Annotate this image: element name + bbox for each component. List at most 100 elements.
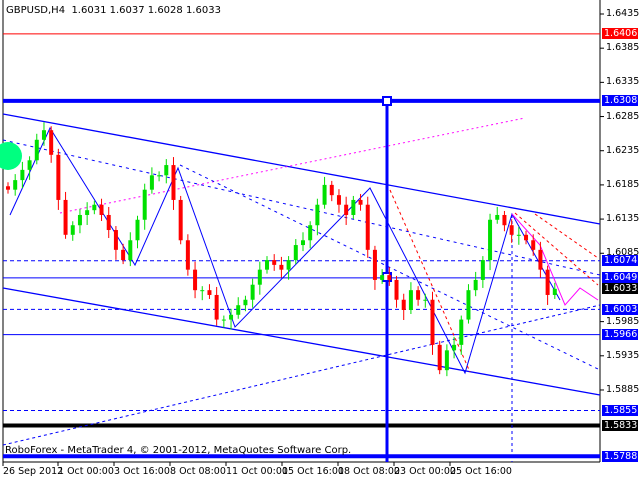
symbol-label: GBPUSD,H4 bbox=[6, 5, 66, 16]
price-tick-label: 1.6235 bbox=[606, 144, 640, 156]
level-price-label: 1.5833 bbox=[602, 420, 638, 432]
candle-body bbox=[229, 314, 234, 320]
level-price-label: 1.6074 bbox=[602, 255, 638, 267]
candle-body bbox=[142, 189, 147, 220]
candle-body bbox=[344, 204, 349, 215]
level-price-label: 1.5788 bbox=[602, 450, 638, 462]
candle-body bbox=[135, 219, 140, 241]
green-marker bbox=[0, 142, 22, 170]
candle-body bbox=[193, 269, 198, 291]
candle-body bbox=[77, 214, 82, 226]
price-tick-label: 1.5885 bbox=[606, 383, 640, 395]
price-tick-label: 1.5935 bbox=[606, 349, 640, 361]
channel-lower-line bbox=[2, 287, 601, 396]
forecast-zigzag-line bbox=[511, 213, 599, 306]
candle-body bbox=[257, 269, 262, 285]
candle-body bbox=[41, 130, 46, 140]
candle-body bbox=[524, 234, 529, 241]
candle-body bbox=[221, 319, 226, 321]
dotted-channel-line bbox=[179, 164, 601, 371]
price-tick-label: 1.6185 bbox=[606, 178, 640, 190]
candle-body bbox=[49, 130, 54, 155]
price-tick-label: 1.6385 bbox=[606, 42, 640, 54]
candle-body bbox=[272, 260, 277, 265]
candle-body bbox=[509, 225, 514, 235]
candle-body bbox=[488, 219, 493, 261]
candle-body bbox=[185, 240, 190, 270]
candle-body bbox=[99, 204, 104, 215]
wave-zigzag-line bbox=[9, 126, 561, 375]
candle-body bbox=[286, 260, 291, 270]
magenta-trend-line bbox=[59, 117, 526, 214]
candle-body bbox=[394, 279, 399, 300]
candle-body bbox=[538, 249, 543, 270]
level-price-label: 1.6049 bbox=[602, 272, 638, 284]
vertical-line-handle bbox=[382, 96, 392, 106]
red-dashed-line bbox=[514, 212, 599, 286]
candle-body bbox=[336, 195, 341, 205]
candle-body bbox=[293, 245, 298, 261]
candle-body bbox=[63, 199, 68, 235]
candle-body bbox=[423, 299, 428, 301]
candle-body bbox=[70, 225, 75, 235]
price-tick-label: 1.6285 bbox=[606, 110, 640, 122]
candle-body bbox=[157, 175, 162, 177]
candle-body bbox=[516, 234, 521, 236]
candle-body bbox=[56, 154, 61, 200]
red-dashed-line bbox=[534, 213, 599, 259]
candle-body bbox=[265, 260, 270, 270]
candle-body bbox=[300, 240, 305, 246]
candle-body bbox=[351, 199, 356, 215]
candle-body bbox=[250, 284, 255, 300]
level-price-label: 1.6308 bbox=[602, 95, 638, 107]
candle-body bbox=[308, 225, 313, 241]
candle-body bbox=[495, 214, 500, 220]
time-tick-label: 1 Oct 00:00 bbox=[58, 466, 114, 477]
copyright-text: RoboForex - MetaTrader 4, © 2001-2012, M… bbox=[5, 445, 352, 456]
candle-body bbox=[236, 305, 241, 315]
candle-body bbox=[459, 319, 464, 345]
level-price-label: 1.5966 bbox=[602, 329, 638, 341]
candle-body bbox=[480, 260, 485, 280]
candle-body bbox=[531, 240, 536, 250]
price-tick-label: 1.6335 bbox=[606, 76, 640, 88]
candle-body bbox=[430, 299, 435, 345]
candle-body bbox=[279, 264, 284, 270]
candle-body bbox=[85, 210, 90, 215]
candle-body bbox=[358, 199, 363, 205]
candle-body bbox=[437, 344, 442, 371]
candle-body bbox=[322, 184, 327, 205]
price-tick-label: 1.6435 bbox=[606, 8, 640, 19]
candle-body bbox=[200, 290, 205, 292]
candle-body bbox=[372, 249, 377, 280]
level-price-label: 1.5855 bbox=[602, 404, 638, 416]
time-tick-label: 18 Oct 08:00 bbox=[338, 466, 400, 477]
time-tick-label: 11 Oct 00:00 bbox=[226, 466, 288, 477]
candle-body bbox=[6, 186, 10, 190]
candle-body bbox=[545, 269, 550, 295]
ohlc-values: 1.6031 1.6037 1.6028 1.6033 bbox=[71, 5, 221, 16]
candle-body bbox=[149, 175, 154, 190]
candle-body bbox=[416, 290, 421, 300]
candle-body bbox=[365, 204, 370, 250]
candle-body bbox=[315, 204, 320, 226]
level-price-label: 1.6003 bbox=[602, 303, 638, 315]
candle-body bbox=[502, 214, 507, 226]
channel-upper-line bbox=[2, 113, 601, 225]
candle-body bbox=[243, 299, 248, 306]
candle-body bbox=[401, 299, 406, 310]
candle-body bbox=[214, 294, 219, 320]
candle-body bbox=[380, 275, 385, 280]
candle-body bbox=[92, 204, 97, 211]
candle-body bbox=[113, 230, 118, 250]
candle-body bbox=[466, 290, 471, 320]
candle-body bbox=[128, 240, 133, 261]
candle-body bbox=[552, 288, 557, 295]
candle-body bbox=[207, 290, 212, 295]
time-tick-label: 25 Oct 16:00 bbox=[450, 466, 512, 477]
candle-body bbox=[34, 139, 39, 161]
candle-body bbox=[178, 199, 183, 241]
candle-body bbox=[121, 249, 126, 261]
